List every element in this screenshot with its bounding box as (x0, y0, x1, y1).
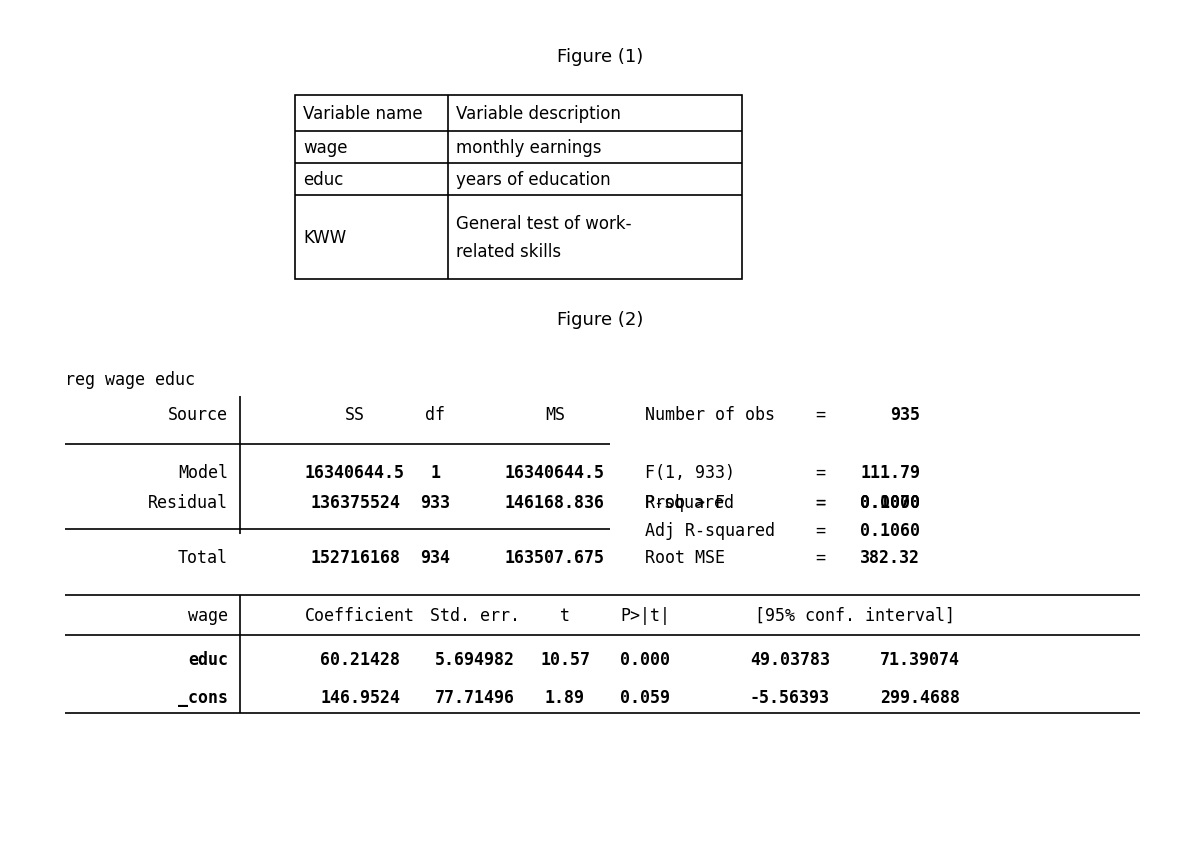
Text: 49.03783: 49.03783 (750, 650, 830, 668)
Text: Adj R-squared: Adj R-squared (646, 521, 775, 539)
Text: 163507.675: 163507.675 (505, 548, 605, 566)
Text: 77.71496: 77.71496 (436, 688, 515, 706)
Text: educ: educ (188, 650, 228, 668)
Text: R-squared: R-squared (646, 493, 734, 512)
Text: 16340644.5: 16340644.5 (505, 463, 605, 481)
Text: Figure (1): Figure (1) (557, 48, 643, 66)
Text: 0.1070: 0.1070 (860, 493, 920, 512)
Text: [95% conf. interval]: [95% conf. interval] (755, 606, 955, 624)
Text: =: = (815, 493, 826, 512)
Text: 16340644.5: 16340644.5 (305, 463, 406, 481)
Text: 1.89: 1.89 (545, 688, 586, 706)
Text: 0.0000: 0.0000 (860, 493, 920, 512)
Text: Root MSE: Root MSE (646, 548, 725, 566)
Text: _cons: _cons (178, 688, 228, 706)
Text: 5.694982: 5.694982 (436, 650, 515, 668)
Text: 933: 933 (420, 493, 450, 512)
Text: 146.9524: 146.9524 (320, 688, 400, 706)
Text: F(1, 933): F(1, 933) (646, 463, 734, 481)
Text: 152716168: 152716168 (310, 548, 400, 566)
Text: -5.56393: -5.56393 (750, 688, 830, 706)
Text: 1: 1 (430, 463, 440, 481)
Text: 0.000: 0.000 (620, 650, 670, 668)
Text: 10.57: 10.57 (540, 650, 590, 668)
Text: 934: 934 (420, 548, 450, 566)
Text: KWW: KWW (302, 229, 347, 247)
Text: =: = (815, 521, 826, 539)
Text: t: t (560, 606, 570, 624)
Text: years of education: years of education (456, 171, 611, 189)
Text: Std. err.: Std. err. (430, 606, 520, 624)
Text: =: = (815, 548, 826, 566)
Text: =: = (815, 463, 826, 481)
Text: 382.32: 382.32 (860, 548, 920, 566)
Text: 136375524: 136375524 (310, 493, 400, 512)
Text: General test of work-: General test of work- (456, 215, 631, 233)
Text: Number of obs: Number of obs (646, 405, 775, 423)
Text: =: = (815, 405, 826, 423)
Bar (295, 96, 742, 280)
Text: related skills: related skills (456, 243, 562, 261)
Text: 935: 935 (890, 405, 920, 423)
Text: 60.21428: 60.21428 (320, 650, 400, 668)
Text: 111.79: 111.79 (860, 463, 920, 481)
Text: Variable name: Variable name (302, 105, 422, 123)
Text: 71.39074: 71.39074 (880, 650, 960, 668)
Text: 146168.836: 146168.836 (505, 493, 605, 512)
Text: Variable description: Variable description (456, 105, 620, 123)
Text: monthly earnings: monthly earnings (456, 139, 601, 157)
Text: =: = (815, 493, 826, 512)
Text: df: df (425, 405, 445, 423)
Text: 299.4688: 299.4688 (880, 688, 960, 706)
Text: Figure (2): Figure (2) (557, 310, 643, 328)
Text: reg wage educ: reg wage educ (65, 370, 194, 389)
Text: wage: wage (302, 139, 348, 157)
Text: educ: educ (302, 171, 343, 189)
Text: Coefficient: Coefficient (305, 606, 415, 624)
Text: Total: Total (178, 548, 228, 566)
Text: 0.059: 0.059 (620, 688, 670, 706)
Text: Prob > F: Prob > F (646, 493, 725, 512)
Text: P>|t|: P>|t| (620, 606, 670, 624)
Text: Model: Model (178, 463, 228, 481)
Text: Source: Source (168, 405, 228, 423)
Text: 0.1060: 0.1060 (860, 521, 920, 539)
Text: wage: wage (188, 606, 228, 624)
Text: MS: MS (545, 405, 565, 423)
Text: Residual: Residual (148, 493, 228, 512)
Text: SS: SS (346, 405, 365, 423)
